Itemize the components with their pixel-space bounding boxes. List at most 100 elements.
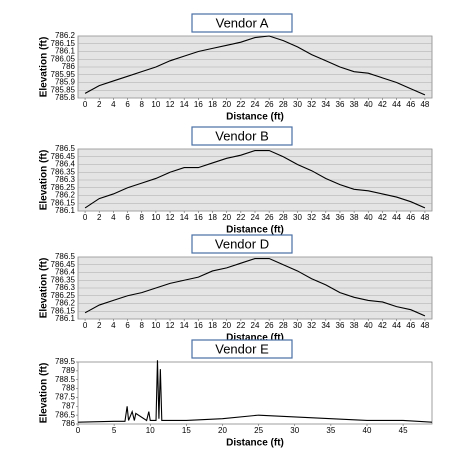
- y-tick-label: 786.5: [55, 410, 76, 419]
- y-tick-label: 786.15: [51, 198, 76, 207]
- y-tick-label: 787.5: [55, 393, 76, 402]
- x-tick-label: 32: [307, 321, 316, 330]
- x-tick-label: 6: [125, 213, 130, 222]
- y-tick-label: 786.15: [51, 39, 76, 48]
- chart-title: Vendor A: [216, 15, 269, 30]
- x-tick-label: 5: [112, 426, 117, 435]
- x-tick-label: 28: [279, 213, 288, 222]
- x-tick-label: 20: [222, 321, 231, 330]
- x-tick-label: 10: [151, 213, 160, 222]
- x-tick-label: 42: [378, 213, 387, 222]
- x-tick-label: 30: [293, 213, 302, 222]
- x-tick-label: 16: [194, 213, 203, 222]
- y-tick-label: 785.85: [51, 85, 76, 94]
- x-tick-label: 34: [321, 213, 330, 222]
- x-tick-label: 24: [251, 213, 260, 222]
- data-line: [77, 360, 433, 423]
- x-tick-label: 36: [336, 213, 345, 222]
- x-tick-label: 40: [364, 213, 373, 222]
- x-tick-label: 2: [97, 100, 102, 109]
- y-tick-label: 786.2: [55, 299, 76, 308]
- x-tick-label: 10: [151, 100, 160, 109]
- x-tick-label: 30: [290, 426, 299, 435]
- y-tick-label: 786.05: [51, 54, 76, 63]
- x-tick-label: 22: [236, 321, 245, 330]
- title-box: [191, 234, 293, 254]
- y-tick-label: 786.3: [55, 283, 76, 292]
- x-tick-label: 48: [420, 213, 429, 222]
- chart-title: Vendor D: [215, 236, 269, 251]
- x-tick-label: 8: [139, 321, 144, 330]
- data-line: [84, 258, 426, 317]
- x-tick-label: 18: [208, 213, 217, 222]
- y-tick-label: 786.35: [51, 167, 76, 176]
- x-tick-label: 46: [406, 100, 415, 109]
- x-tick-label: 16: [194, 100, 203, 109]
- x-tick-label: 38: [350, 100, 359, 109]
- x-tick-label: 12: [166, 100, 175, 109]
- x-tick-label: 18: [208, 321, 217, 330]
- x-tick-label: 20: [218, 426, 227, 435]
- x-tick-label: 38: [350, 321, 359, 330]
- y-tick-label: 786.4: [55, 160, 76, 169]
- x-tick-label: 26: [265, 100, 274, 109]
- x-tick-label: 44: [392, 321, 401, 330]
- y-tick-label: 786: [62, 62, 76, 71]
- x-tick-label: 16: [194, 321, 203, 330]
- x-tick-label: 36: [336, 321, 345, 330]
- x-tick-label: 32: [307, 100, 316, 109]
- y-tick-label: 786.2: [55, 31, 76, 40]
- x-axis-title: Distance (ft): [226, 112, 284, 123]
- x-tick-label: 40: [363, 426, 372, 435]
- x-tick-label: 14: [180, 100, 189, 109]
- x-tick-label: 12: [166, 213, 175, 222]
- y-tick-label: 789: [62, 366, 76, 375]
- title-box: [191, 126, 293, 146]
- x-tick-label: 40: [364, 100, 373, 109]
- x-tick-label: 45: [399, 426, 408, 435]
- x-tick-label: 6: [125, 100, 130, 109]
- y-tick-label: 786.45: [51, 152, 76, 161]
- x-tick-label: 48: [420, 100, 429, 109]
- y-tick-label: 786.3: [55, 175, 76, 184]
- y-tick-label: 786.1: [55, 314, 76, 323]
- x-tick-label: 22: [236, 213, 245, 222]
- x-tick-label: 20: [222, 100, 231, 109]
- y-tick-label: 786.1: [55, 47, 76, 56]
- x-tick-label: 24: [251, 321, 260, 330]
- y-tick-label: 785.95: [51, 70, 76, 79]
- y-axis-title: Elevation (ft): [39, 363, 50, 424]
- x-axis-title: Distance (ft): [226, 438, 284, 449]
- x-tick-label: 28: [279, 321, 288, 330]
- x-tick-label: 2: [97, 321, 102, 330]
- x-tick-label: 44: [392, 100, 401, 109]
- x-tick-label: 25: [254, 426, 263, 435]
- x-axis-title: Distance (ft): [226, 225, 284, 236]
- y-axis-title: Elevation (ft): [39, 258, 50, 319]
- y-tick-label: 787: [62, 401, 76, 410]
- x-tick-label: 8: [139, 213, 144, 222]
- x-tick-label: 24: [251, 100, 260, 109]
- x-tick-label: 40: [364, 321, 373, 330]
- y-tick-label: 788.5: [55, 375, 76, 384]
- x-tick-label: 36: [336, 100, 345, 109]
- x-tick-label: 26: [265, 213, 274, 222]
- y-tick-label: 786.35: [51, 275, 76, 284]
- x-tick-label: 0: [83, 213, 88, 222]
- x-tick-label: 32: [307, 213, 316, 222]
- x-tick-label: 4: [111, 213, 116, 222]
- x-tick-label: 15: [182, 426, 191, 435]
- x-tick-label: 0: [76, 426, 81, 435]
- x-tick-label: 12: [166, 321, 175, 330]
- y-tick-label: 786.25: [51, 291, 76, 300]
- x-tick-label: 4: [111, 100, 116, 109]
- x-tick-label: 26: [265, 321, 274, 330]
- x-tick-label: 14: [180, 213, 189, 222]
- y-tick-label: 786.2: [55, 191, 76, 200]
- data-line: [84, 150, 426, 209]
- y-tick-label: 786.45: [51, 260, 76, 269]
- chart-title: Vendor B: [215, 128, 269, 143]
- x-tick-label: 42: [378, 321, 387, 330]
- y-tick-label: 786.5: [55, 252, 76, 261]
